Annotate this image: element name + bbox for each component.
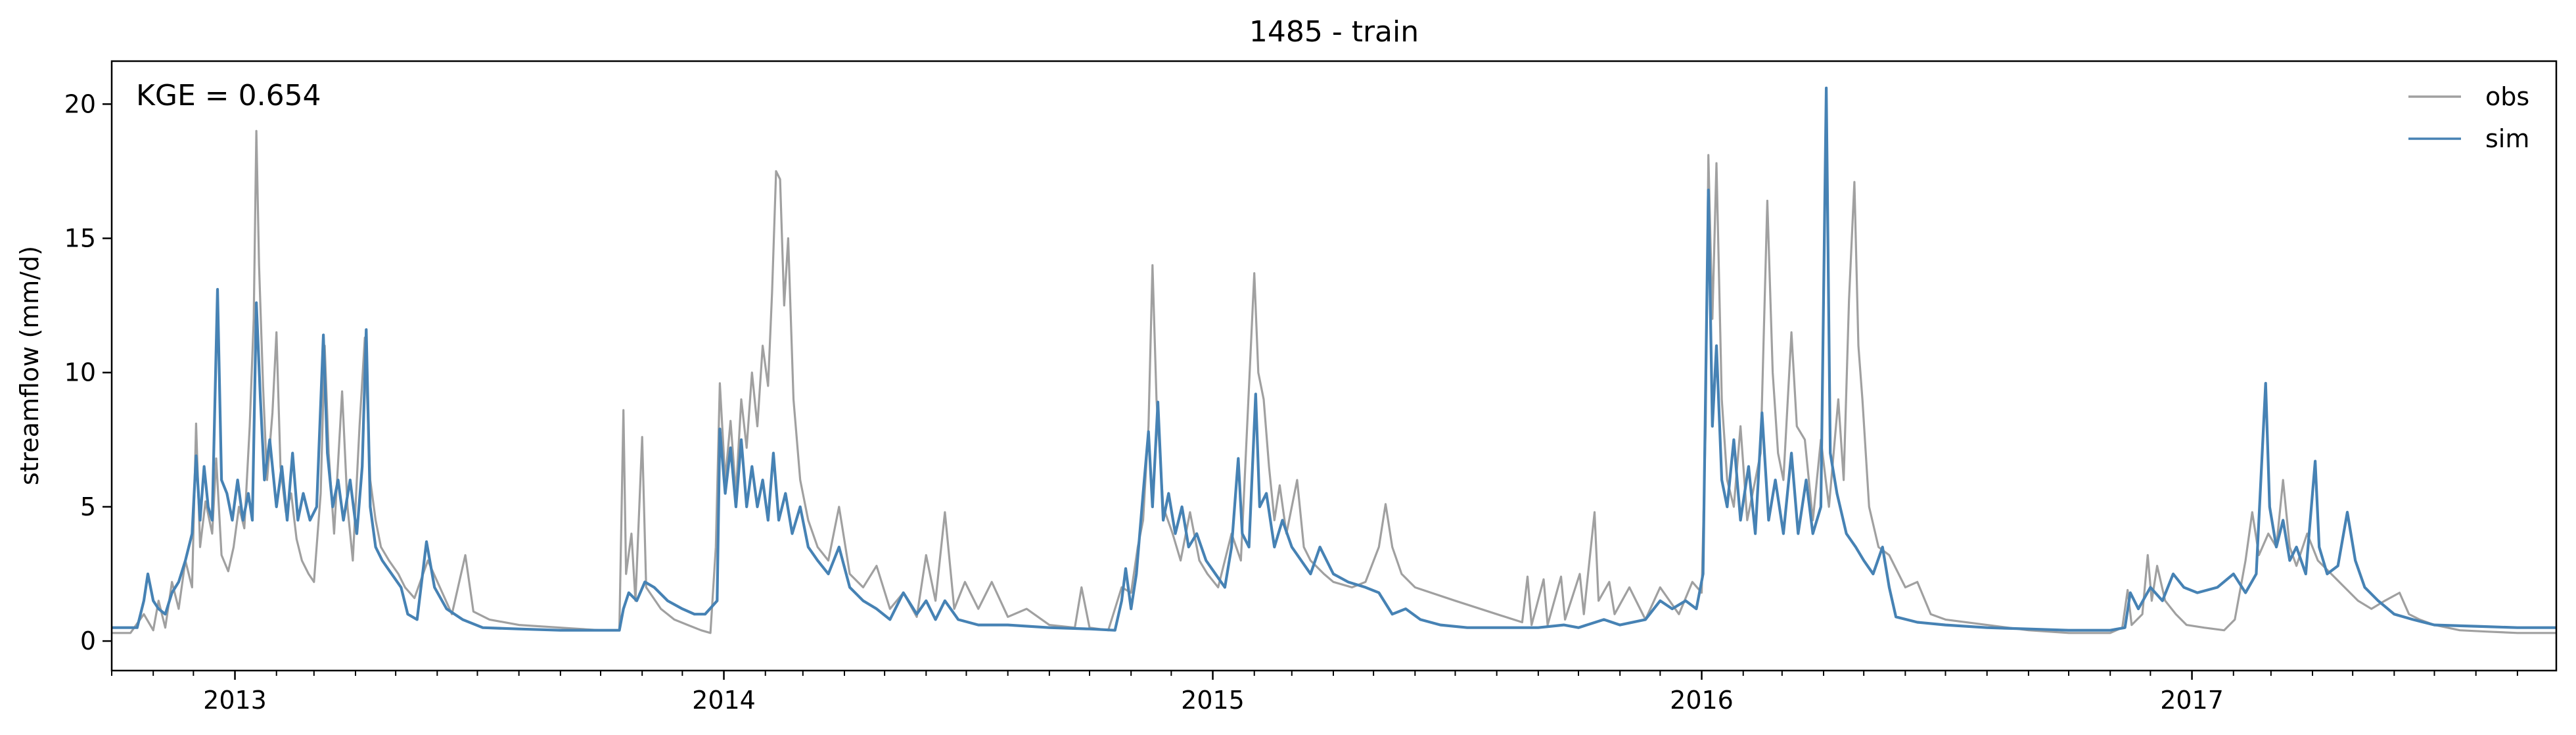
- chart-title: 1485 - train: [1249, 15, 1419, 49]
- x-axis: 2013 2014 2015 2016 2017: [111, 671, 2518, 715]
- plot-frame: [110, 60, 2558, 672]
- x-tick-label: 2015: [1181, 686, 1245, 715]
- series-line-obs: [112, 130, 2556, 634]
- kge-annotation: KGE = 0.654: [136, 79, 321, 112]
- x-tick-label: 2013: [203, 686, 267, 715]
- series-layer: [112, 86, 2556, 634]
- y-tick-label: 0: [80, 627, 96, 655]
- y-axis-label: streamflow (mm/d): [15, 246, 44, 485]
- legend-label-obs: obs: [2485, 82, 2529, 111]
- y-tick-label: 20: [64, 89, 96, 118]
- y-tick-label: 15: [64, 224, 96, 253]
- x-tick-label: 2014: [692, 686, 756, 715]
- y-axis: 0 5 10 15 20: [64, 89, 112, 655]
- x-tick-label: 2017: [2160, 686, 2224, 715]
- x-tick-label: 2016: [1670, 686, 1734, 715]
- y-tick-label: 10: [64, 358, 96, 387]
- legend-label-sim: sim: [2485, 124, 2529, 153]
- y-tick-label: 5: [80, 492, 96, 521]
- series-line-sim: [112, 86, 2556, 632]
- legend: obs sim: [2408, 82, 2529, 153]
